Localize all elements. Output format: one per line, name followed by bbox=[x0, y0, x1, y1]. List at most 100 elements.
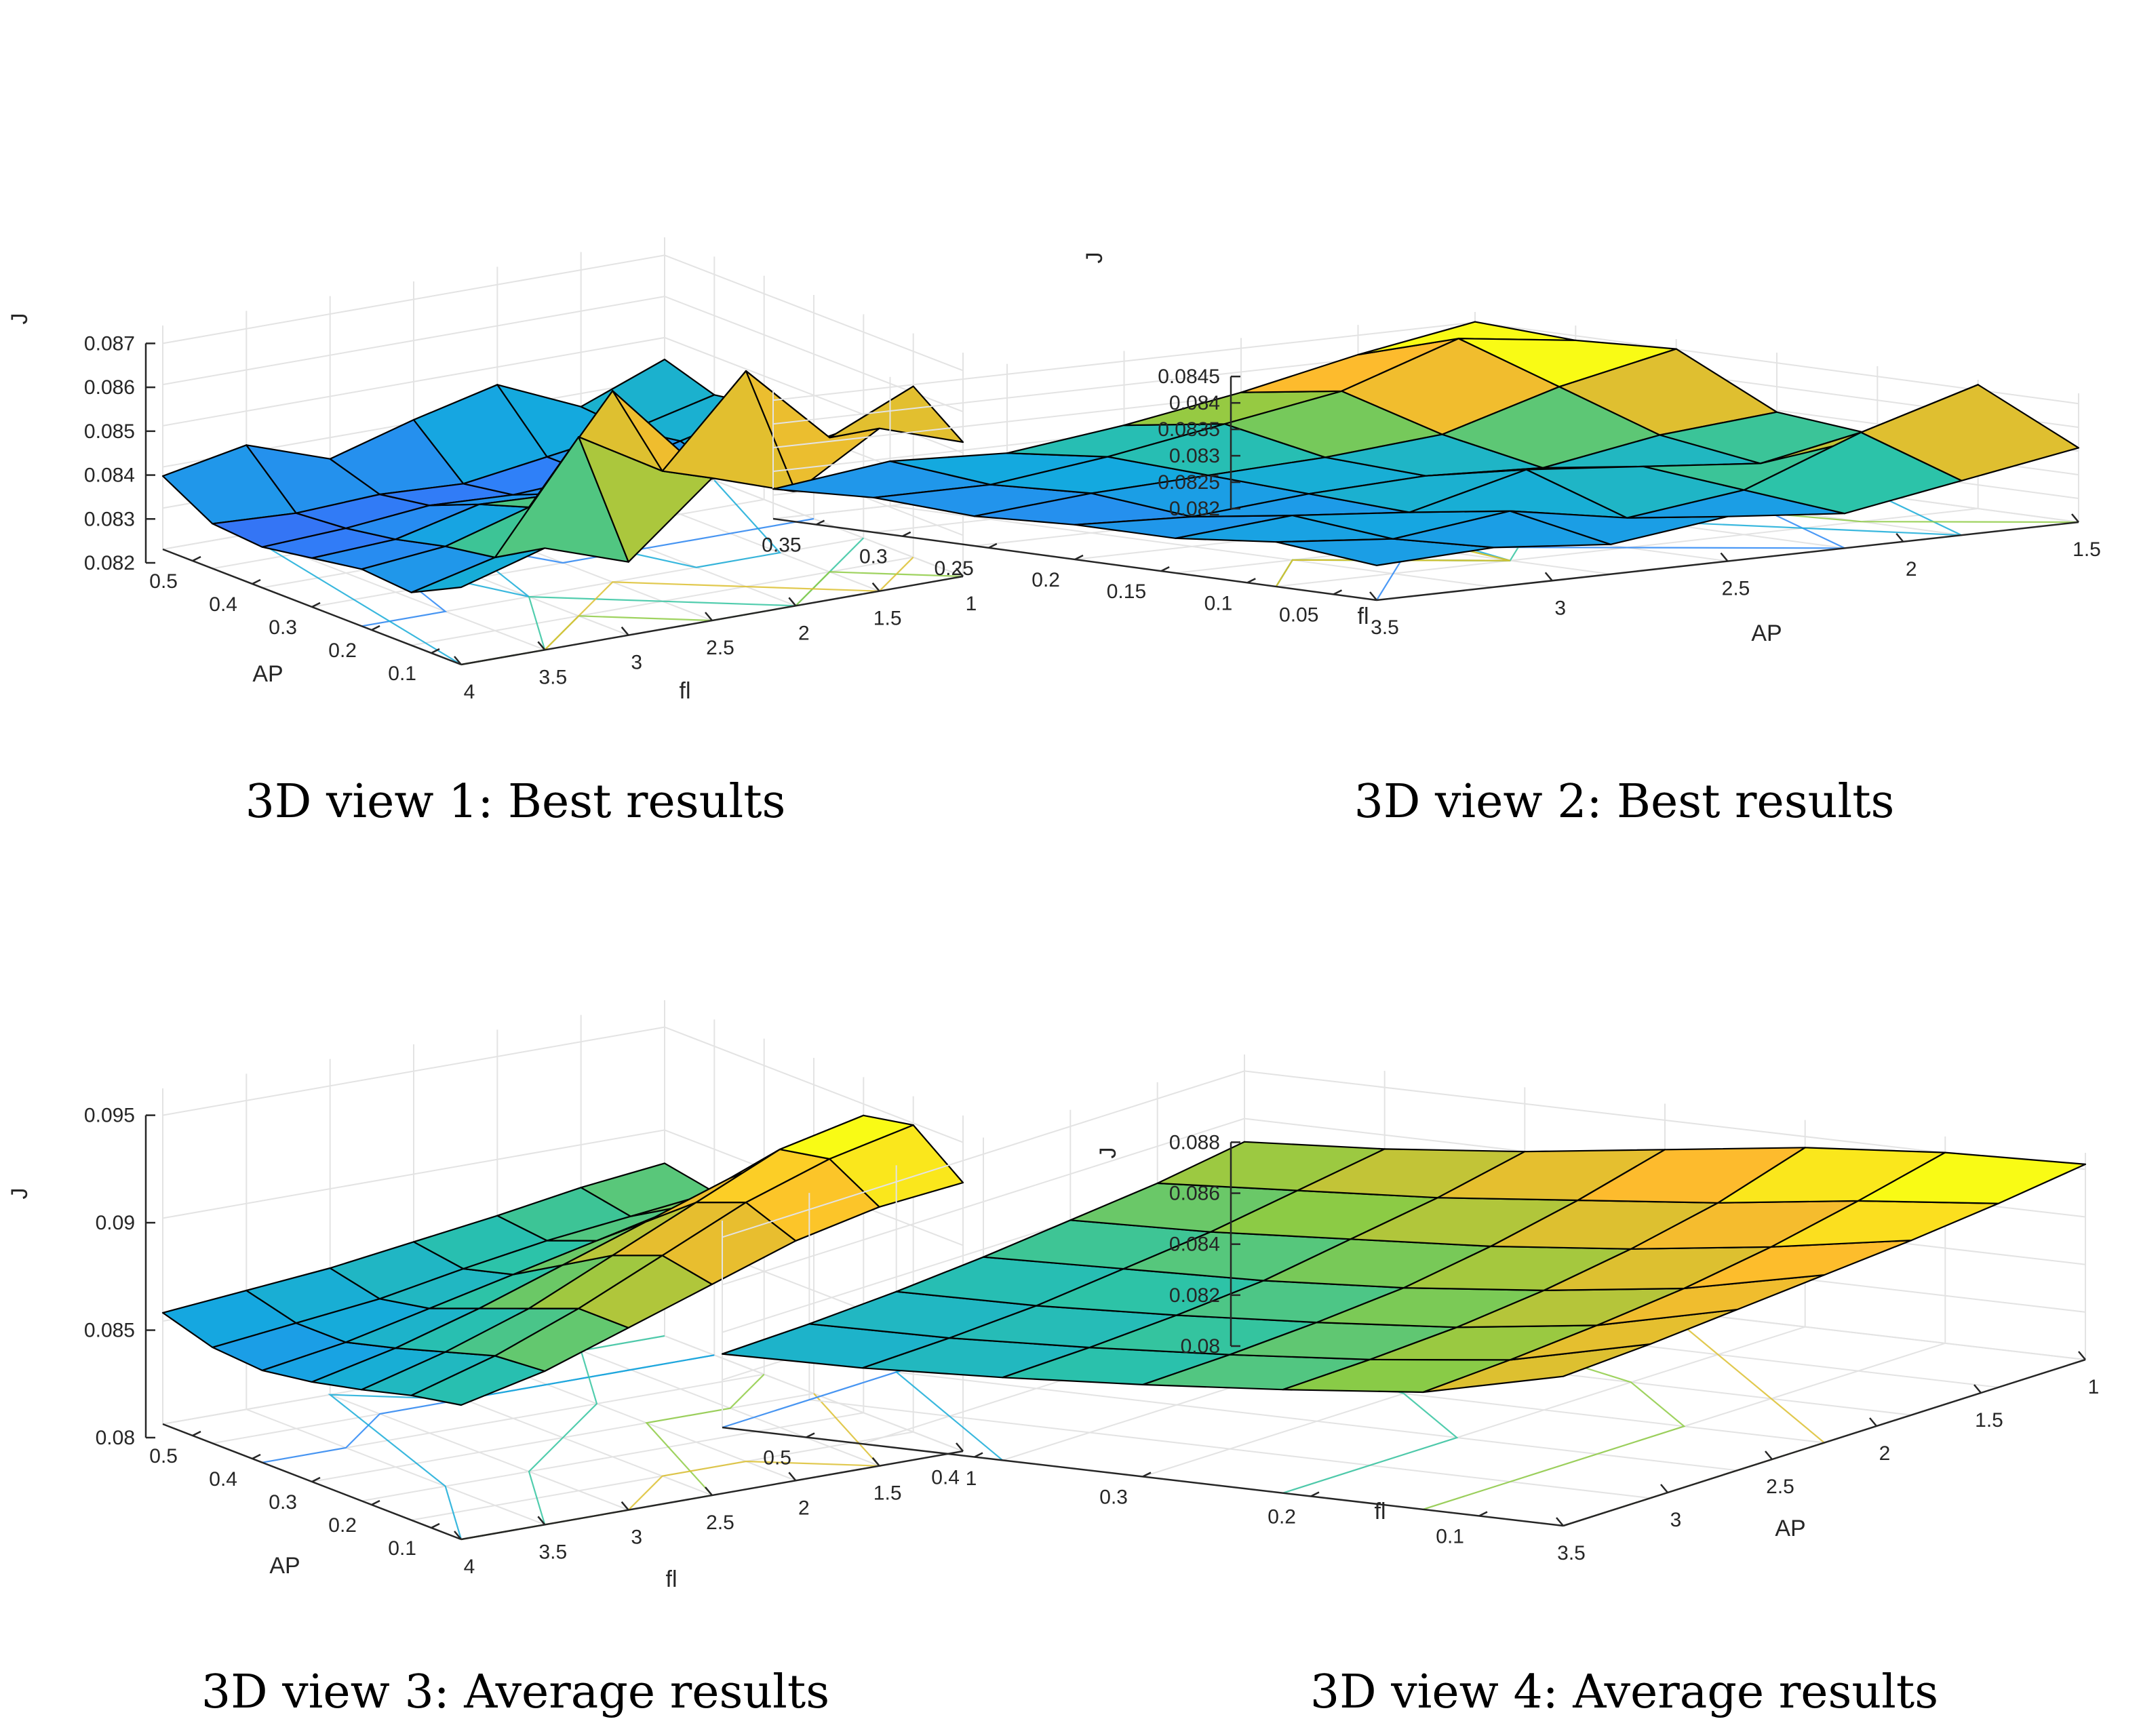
surface-plot-1: 0.082 0.083 0.084 0.085 0.086 0.087 1 1.5 2 2.5 3 3… bbox=[7, 237, 977, 704]
ap-tick-label: 0.15 bbox=[1107, 580, 1146, 603]
fl-tick-label: 2 bbox=[1906, 558, 1917, 580]
fl-tick-label: 3 bbox=[631, 652, 642, 674]
fl-tick-label: 3 bbox=[631, 1526, 642, 1549]
ap-tick-label: 0.4 bbox=[209, 1468, 237, 1491]
z-tick-label: 0.088 bbox=[1169, 1131, 1220, 1153]
fl-tick-mark bbox=[1896, 532, 1904, 542]
z-axis-label: J bbox=[1082, 252, 1107, 264]
wall-gridline bbox=[162, 254, 964, 372]
fl-tick-mark bbox=[1973, 1384, 1982, 1394]
z-axis-label: J bbox=[7, 313, 33, 325]
surface-plot-4: 0.08 0.082 0.084 0.086 0.088 1 1.5 2 2.5 3 3.5 0.5 0… bbox=[721, 1054, 2099, 1564]
ap-tick-mark bbox=[1142, 1472, 1152, 1478]
ap-tick-mark bbox=[902, 531, 911, 537]
z-tick-label: 0.083 bbox=[84, 508, 135, 530]
z-tick-label: 0.085 bbox=[84, 1320, 135, 1342]
ap-tick-mark bbox=[431, 648, 440, 654]
surface bbox=[161, 358, 964, 593]
fl-tick-label: 2.5 bbox=[706, 1512, 734, 1534]
z-tick-label: 0.082 bbox=[1169, 498, 1220, 520]
ap-tick-mark bbox=[1333, 589, 1342, 595]
fl-tick-mark bbox=[788, 597, 797, 607]
ap-tick-mark bbox=[806, 1432, 815, 1438]
ap-tick-label: 0.05 bbox=[1279, 604, 1318, 626]
fl-tick-label: 3.5 bbox=[538, 1541, 567, 1563]
fl-tick-label: 4 bbox=[464, 1556, 475, 1578]
fl-axis-label: fl bbox=[1358, 604, 1369, 629]
fl-tick-mark bbox=[2078, 1351, 2086, 1360]
ap-axis-label: AP bbox=[1775, 1516, 1805, 1541]
z-axis-label: J bbox=[7, 1188, 33, 1200]
axes: 0.08 0.085 0.09 0.095 1 1.5 2 2.5 3 3.5 4 0.5 0.4 0.3… bbox=[7, 1105, 977, 1592]
fl-tick-mark bbox=[1544, 572, 1553, 582]
ap-tick-mark bbox=[1074, 554, 1084, 561]
fl-tick-label: 2.5 bbox=[706, 637, 734, 659]
z-tick-label: 0.084 bbox=[1169, 392, 1220, 414]
surface-cell bbox=[1860, 384, 2080, 481]
axes: 0.082 0.0825 0.083 0.0835 0.084 0.0845 1.5 2 2.5… bbox=[762, 252, 2101, 647]
floor-gridline bbox=[330, 1394, 629, 1511]
ap-tick-mark bbox=[431, 1522, 440, 1529]
ap-axis-label: AP bbox=[269, 1553, 300, 1579]
fl-tick-mark bbox=[1765, 1451, 1773, 1460]
ap-tick-label: 0.4 bbox=[931, 1467, 960, 1489]
fl-tick-label: 2 bbox=[798, 1497, 810, 1519]
axes: 0.082 0.083 0.084 0.085 0.086 0.087 1 1.5 2 2.5 3 3… bbox=[7, 313, 977, 705]
fl-tick-mark bbox=[621, 1501, 629, 1511]
fl-tick-mark bbox=[1720, 552, 1729, 562]
fl-tick-label: 1.5 bbox=[2073, 538, 2101, 561]
z-tick-label: 0.08 bbox=[96, 1427, 135, 1449]
ap-tick-label: 0.25 bbox=[934, 557, 973, 580]
caption-view-2: 3D view 2: Best results bbox=[1354, 775, 1895, 829]
z-tick-label: 0.09 bbox=[96, 1212, 135, 1234]
fl-tick-mark bbox=[1369, 591, 1377, 601]
ap-tick-mark bbox=[1310, 1491, 1320, 1497]
wall-gridline bbox=[162, 296, 964, 413]
fl-tick-mark bbox=[956, 568, 964, 577]
fl-axis-label: fl bbox=[680, 678, 691, 704]
ap-tick-mark bbox=[311, 1476, 321, 1483]
ap-tick-label: 0.5 bbox=[149, 570, 178, 593]
wall-gridline bbox=[162, 1026, 964, 1143]
fl-tick-mark bbox=[705, 1486, 713, 1496]
contour-line bbox=[330, 517, 814, 627]
ap-tick-label: 0.4 bbox=[209, 593, 237, 616]
ap-tick-label: 0.1 bbox=[388, 1537, 416, 1560]
fl-tick-label: 2 bbox=[798, 622, 810, 644]
ap-tick-label: 0.35 bbox=[762, 534, 801, 557]
fl-tick-mark bbox=[788, 1472, 797, 1482]
fl-tick-mark bbox=[454, 656, 462, 665]
ap-tick-label: 0.2 bbox=[328, 639, 357, 662]
fl-tick-mark bbox=[871, 582, 880, 592]
fl-tick-label: 2 bbox=[1879, 1442, 1891, 1465]
z-tick-label: 0.082 bbox=[1169, 1284, 1220, 1307]
ap-tick-label: 0.2 bbox=[1032, 569, 1060, 591]
ap-tick-mark bbox=[1246, 578, 1256, 584]
fl-tick-mark bbox=[537, 641, 546, 651]
fl-tick-mark bbox=[705, 612, 713, 621]
ap-tick-mark bbox=[371, 1499, 380, 1506]
surface-plot-2: 0.082 0.0825 0.083 0.0835 0.084 0.0845 1.5 2 2.5… bbox=[762, 252, 2101, 647]
z-tick-label: 0.0835 bbox=[1158, 418, 1220, 441]
ap-tick-label: 0.3 bbox=[269, 1491, 297, 1514]
fl-tick-label: 1 bbox=[966, 593, 977, 615]
fl-tick-label: 1.5 bbox=[873, 608, 902, 630]
ap-tick-label: 0.1 bbox=[1204, 592, 1233, 614]
fl-tick-label: 3 bbox=[1554, 597, 1566, 619]
fl-axis-label: fl bbox=[666, 1566, 677, 1592]
fl-axis-line bbox=[1563, 1358, 2086, 1527]
z-tick-label: 0.086 bbox=[1169, 1183, 1220, 1205]
fl-tick-mark bbox=[621, 626, 629, 636]
wall-gridline bbox=[722, 1070, 2086, 1238]
caption-view-4: 3D view 4: Average results bbox=[1310, 1665, 1938, 1719]
z-axis-label: J bbox=[1095, 1147, 1121, 1159]
z-tick-label: 0.095 bbox=[84, 1105, 135, 1127]
z-tick-label: 0.084 bbox=[84, 465, 135, 487]
ap-tick-mark bbox=[192, 1430, 201, 1437]
z-tick-label: 0.085 bbox=[84, 420, 135, 443]
surface bbox=[772, 321, 2080, 566]
ap-tick-label: 0.5 bbox=[763, 1447, 791, 1469]
surface-plot-3: 0.08 0.085 0.09 0.095 1 1.5 2 2.5 3 3.5 4 0.5 0.4 0.3… bbox=[7, 1000, 977, 1592]
z-tick-label: 0.087 bbox=[84, 332, 135, 355]
fl-tick-label: 3.5 bbox=[1371, 616, 1399, 639]
